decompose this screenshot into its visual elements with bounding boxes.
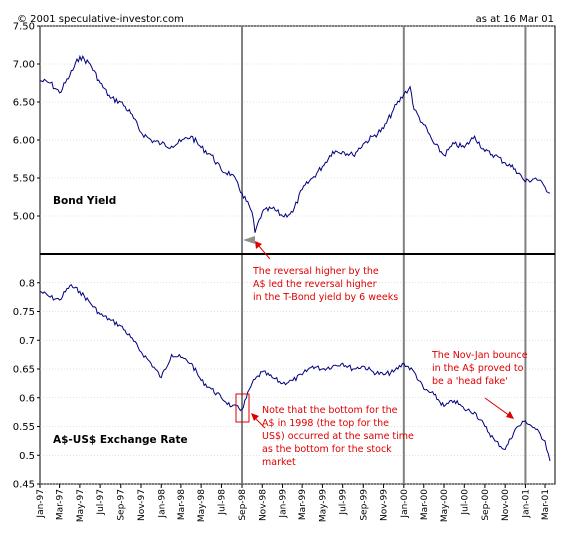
x-tick-label: Sep-00 [481, 489, 491, 521]
bond-yield-line [39, 54, 551, 233]
gridlines [40, 25, 555, 485]
bond-y-tick-label: 5.00 [13, 212, 35, 223]
as-at-date: as at 16 Mar 01 [476, 14, 554, 25]
x-tick-label: Mar-00 [420, 489, 430, 520]
bond-y-tick-label: 6.00 [13, 136, 35, 147]
x-tick-label: Jan-99 [279, 489, 289, 519]
bottom-line-1: Note that the bottom for the [262, 405, 398, 416]
aud-usd-line [39, 283, 551, 462]
x-tick-label: Nov-98 [258, 489, 268, 521]
aud-y-tick-label: 0.6 [19, 393, 35, 404]
aud-y-tick-label: 0.8 [19, 278, 35, 289]
aud-usd-label: A$-US$ Exchange Rate [53, 434, 188, 446]
x-tick-label: Mar-98 [177, 489, 187, 520]
x-tick-label: Jul-00 [460, 489, 470, 516]
bond-y-tick-label: 6.50 [13, 98, 35, 109]
x-tick-label: Jul-98 [217, 489, 227, 516]
x-tick-label: Mar-97 [56, 489, 66, 520]
bottom-annotation: Note that the bottom for the A$ in 1998 … [262, 405, 417, 468]
reversal-arrowhead [255, 241, 262, 249]
head-fake-line-2: in the A$ proved to [432, 363, 524, 374]
bottom-arrowhead [251, 413, 259, 421]
x-tick-label: May-97 [76, 489, 86, 522]
bond-yield-label: Bond Yield [53, 195, 116, 207]
x-tick-label: May-98 [197, 489, 207, 522]
x-tick-label: Nov-97 [137, 489, 147, 521]
x-tick-label: Jan-00 [400, 489, 410, 519]
x-tick-label: Sep-97 [117, 489, 127, 521]
reversal-line-3: in the T-Bond yield by 6 weeks [253, 292, 398, 303]
bond-y-tick-label: 7.50 [13, 22, 35, 33]
head-fake-line-1: The Nov-Jan bounce [431, 350, 528, 361]
head-fake-line-3: be a 'head fake' [432, 376, 508, 387]
bottom-line-4: as the bottom for the stock [262, 444, 392, 455]
aud-y-tick-label: 0.5 [19, 451, 35, 462]
x-tick-label: Nov-99 [380, 489, 390, 521]
head-fake-arrow-line [484, 397, 511, 417]
x-tick-label: Mar-01 [541, 489, 551, 520]
x-tick-label: May-99 [318, 489, 328, 522]
aud-y-tick-label: 0.55 [13, 422, 35, 433]
x-tick-label: Jul-99 [339, 489, 349, 516]
bottom-line-2: A$ in 1998 (the top for the [262, 418, 389, 429]
aud-y-tick-label: 0.65 [13, 365, 35, 376]
x-tick-label: Sep-99 [359, 489, 369, 521]
x-tick-label: Jan-98 [157, 489, 167, 519]
bond-y-tick-label: 5.50 [13, 174, 35, 185]
aud-y-tick-label: 0.7 [19, 336, 35, 347]
reversal-line-2: A$ led the reversal higher [253, 279, 377, 290]
bottom-line-3: US$) occurred at the same time [262, 431, 414, 442]
x-tick-label: Sep-98 [238, 489, 248, 521]
x-tick-label: Jan-97 [36, 489, 46, 519]
bond-y-tick-label: 7.00 [13, 60, 35, 71]
x-tick-label: May-00 [440, 489, 450, 522]
reversal-annotation: The reversal higher by the A$ led the re… [252, 266, 398, 303]
aud-y-tick-label: 0.45 [13, 480, 35, 491]
x-tick-label: Jan-01 [521, 489, 531, 519]
x-tick-label: Jul-97 [96, 489, 106, 516]
x-tick-label: Mar-99 [298, 489, 308, 520]
axis-ticks: 7.50 7.00 6.50 6.00 5.50 5.00 0.8 0.75 0.7 0.65 0.… [13, 22, 551, 523]
head-fake-annotation: The Nov-Jan bounce in the A$ proved to b… [431, 350, 531, 387]
reversal-line-1: The reversal higher by the [252, 266, 379, 277]
head-fake-arrowhead [506, 411, 514, 419]
bottom-line-5: market [262, 457, 296, 468]
gray-arrow-marker [243, 236, 255, 244]
reversal-arrow-line [257, 244, 271, 260]
copyright-text: © 2001 speculative-investor.com [17, 14, 184, 25]
aud-y-tick-label: 0.75 [13, 307, 35, 318]
x-tick-label: Nov-00 [501, 489, 511, 521]
bottom-highlight-box [235, 393, 250, 423]
